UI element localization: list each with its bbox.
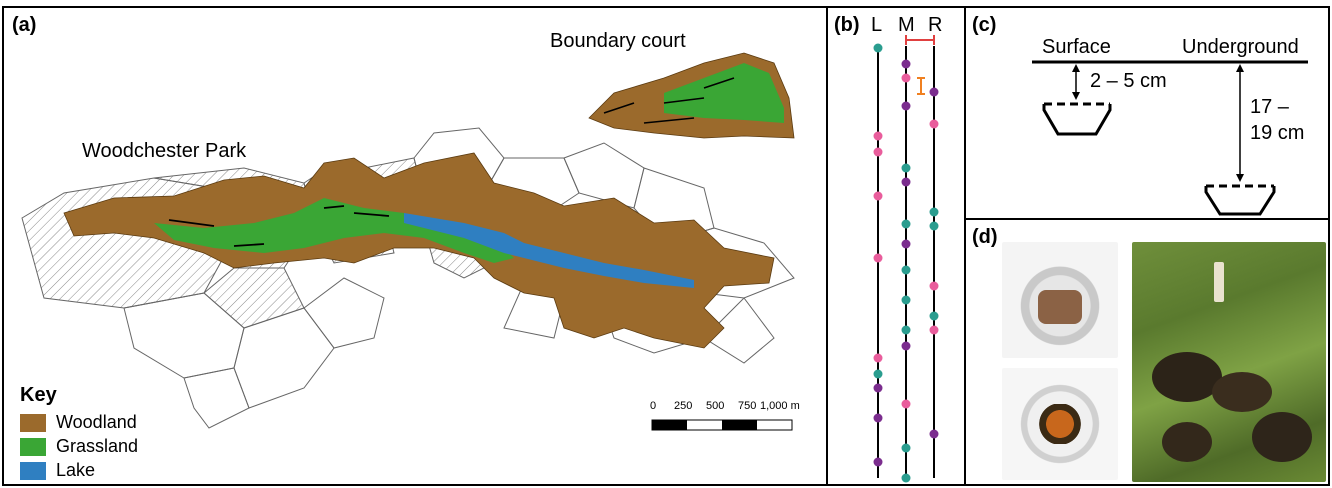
trap-dot <box>901 101 911 111</box>
boundary-court-map <box>588 52 795 139</box>
marker-peg <box>1214 262 1224 302</box>
trap-dot <box>901 325 911 335</box>
photo-trap-top <box>1002 368 1118 480</box>
trap-dot <box>901 265 911 275</box>
trap-dot <box>873 369 883 379</box>
trap-dot <box>901 443 911 453</box>
underground-depth-label-1: 17 – <box>1250 96 1289 118</box>
panel-b-label: (b) <box>834 14 860 36</box>
bait-pieces <box>1032 404 1088 444</box>
transect-lines <box>873 35 939 483</box>
column-l-label: L <box>871 14 883 36</box>
trap-dot <box>873 131 883 141</box>
trap-depth-panel: (c) Surface Underground 2 – 5 cm 17 – 19… <box>964 6 1330 220</box>
key-lake: Lake <box>20 460 95 481</box>
trap-dot <box>929 281 939 291</box>
trap-dot <box>873 43 883 53</box>
trap-dot <box>873 413 883 423</box>
column-r-label: R <box>928 14 943 36</box>
trap-depth-diagram <box>1032 60 1308 216</box>
panel-c-label: (c) <box>972 14 997 36</box>
scale-bar <box>651 419 793 431</box>
trap-dot <box>901 341 911 351</box>
trap-dot <box>873 147 883 157</box>
woodland-area <box>63 152 775 349</box>
trap-dot <box>901 295 911 305</box>
trap-dot <box>873 383 883 393</box>
surface-depth-label: 2 – 5 cm <box>1090 70 1167 92</box>
trap-dot <box>929 207 939 217</box>
photo-trap-side <box>1002 242 1118 358</box>
scale-tick-1000: 1,000 m <box>760 400 800 412</box>
trap-dot <box>929 429 939 439</box>
surface-label: Surface <box>1042 36 1111 58</box>
scale-tick-500: 500 <box>706 400 725 412</box>
trap-dot <box>873 191 883 201</box>
scale-tick-250: 250 <box>674 400 693 412</box>
trap-dot <box>901 177 911 187</box>
panel-a-label: (a) <box>12 14 37 36</box>
key-title: Key <box>20 384 57 406</box>
trap-dot <box>901 239 911 249</box>
soil-patch-1 <box>1152 352 1222 402</box>
photo-panel: (d) <box>964 218 1330 486</box>
panel-d-label: (d) <box>972 226 998 248</box>
trap-dot <box>873 253 883 263</box>
trap-dot <box>873 457 883 467</box>
key-grassland-label: Grassland <box>56 436 139 456</box>
trap-dot <box>901 399 911 409</box>
trap-dot <box>901 73 911 83</box>
grassland-area <box>154 198 514 263</box>
trap-dot <box>901 59 911 69</box>
soil-patch-2 <box>1212 372 1272 412</box>
trap-dot <box>929 325 939 335</box>
trap-dot <box>873 353 883 363</box>
boundary-court-title: Boundary court <box>550 30 686 52</box>
scale-tick-0: 0 <box>650 400 657 412</box>
trap-dot <box>929 221 939 231</box>
underground-depth-label-2: 19 cm <box>1250 122 1305 144</box>
trap-dot <box>929 87 939 97</box>
scale-tick-750: 750 <box>738 400 757 412</box>
trap-dot <box>929 311 939 321</box>
trap-dot <box>901 473 911 483</box>
key-woodland: Woodland <box>20 412 137 433</box>
soil-patch-3 <box>1252 412 1312 462</box>
transect-panel: (b) L M R <box>826 6 966 486</box>
trap-dot <box>929 119 939 129</box>
column-m-label: M <box>898 14 915 36</box>
key-lake-label: Lake <box>56 460 96 480</box>
grassland-swatch <box>20 437 46 456</box>
trap-dot <box>901 219 911 229</box>
photo-field-trap <box>1132 242 1326 482</box>
woodland-swatch <box>20 413 46 432</box>
woodchester-park-title: Woodchester Park <box>82 140 247 162</box>
key-woodland-label: Woodland <box>56 412 137 432</box>
lake-swatch <box>20 461 46 480</box>
trap-dot <box>901 163 911 173</box>
map-panel: (a) Boundary court Woodchester Park Key … <box>2 6 828 486</box>
bait-chunks <box>1038 290 1082 324</box>
underground-label: Underground <box>1182 36 1299 58</box>
lake-area <box>404 213 694 288</box>
soil-patch-4 <box>1162 422 1212 462</box>
key-grassland: Grassland <box>20 436 138 457</box>
study-area-map <box>21 52 795 431</box>
